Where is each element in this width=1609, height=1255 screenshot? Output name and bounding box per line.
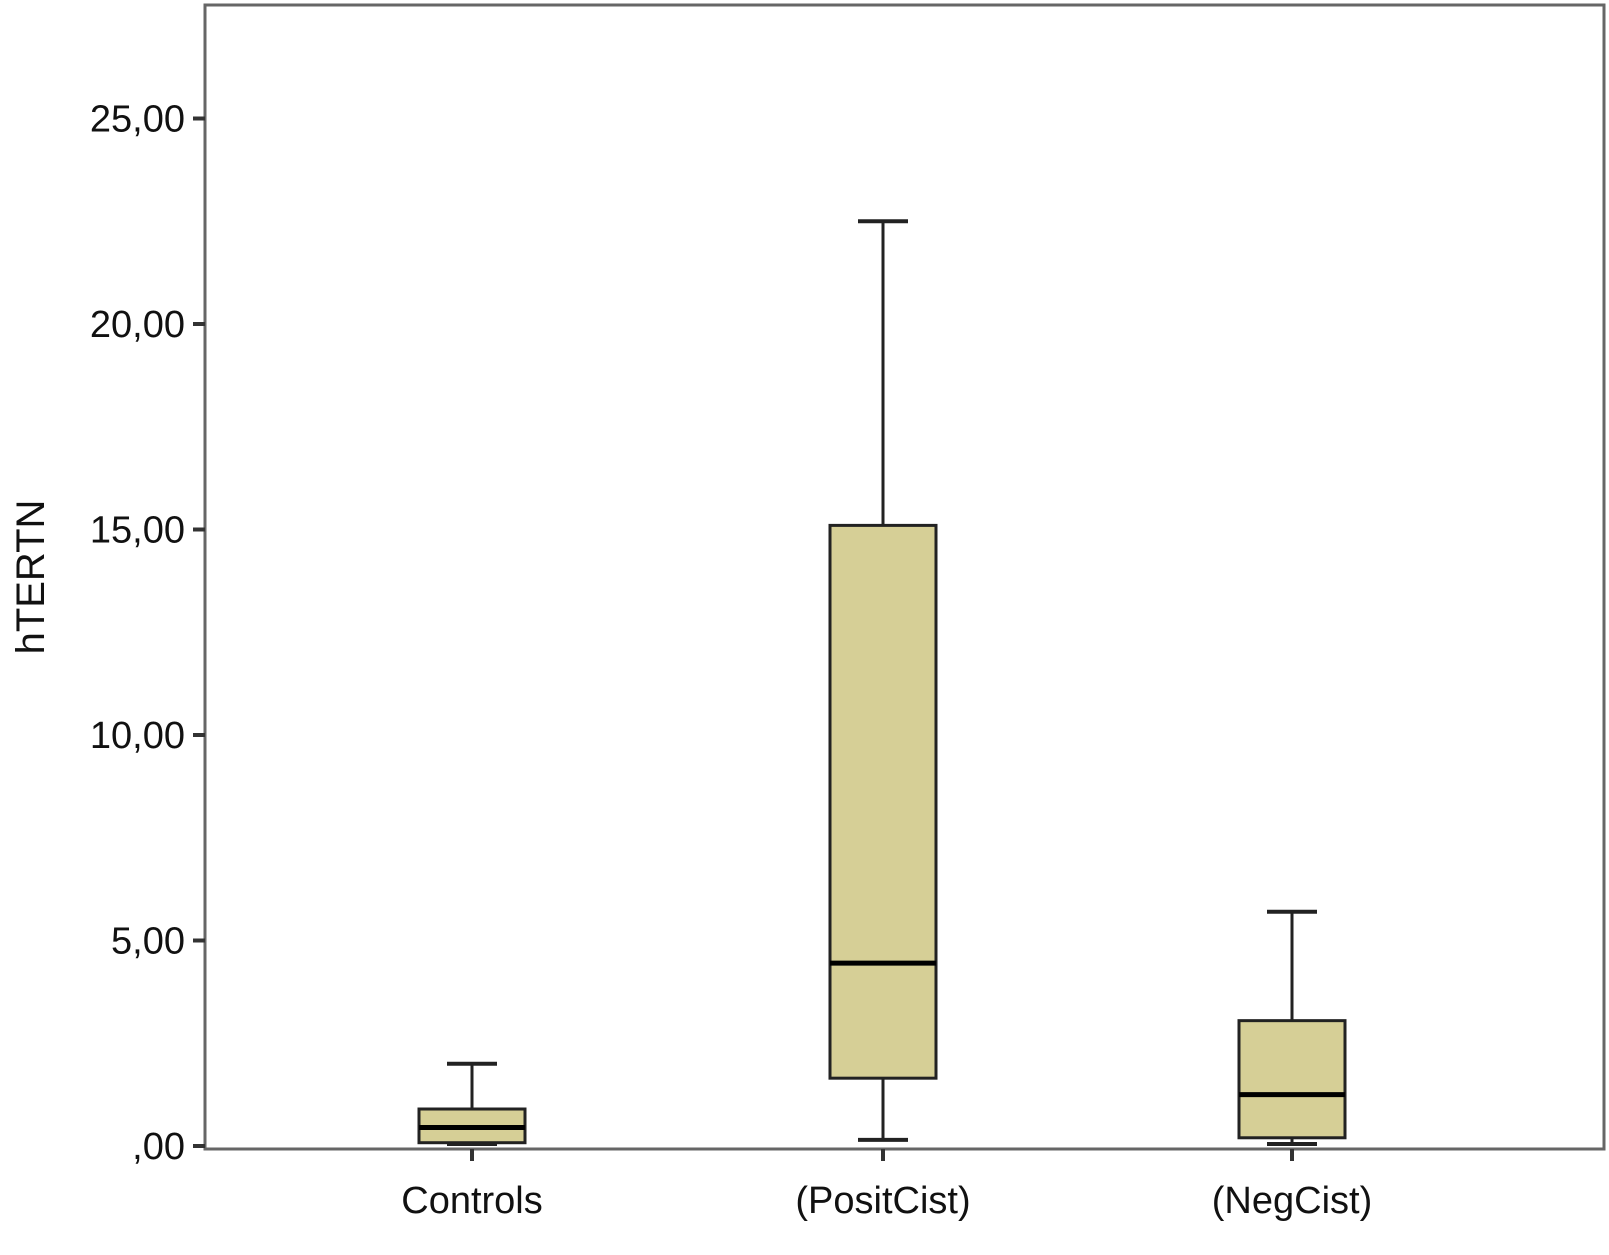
box-2 xyxy=(1237,909,1347,1146)
box-series xyxy=(417,219,1347,1146)
y-tick-label: ,00 xyxy=(132,1126,185,1168)
box-iqr xyxy=(828,523,938,1080)
box-0 xyxy=(417,1061,527,1146)
y-tick-label: 15,00 xyxy=(90,510,185,552)
box-iqr xyxy=(1237,1019,1347,1140)
y-axis-title: hTERTN xyxy=(9,500,53,655)
x-category-label: (NegCist) xyxy=(1212,1180,1372,1222)
y-tick-label: 25,00 xyxy=(90,99,185,141)
plot-frame xyxy=(203,3,1606,1151)
y-tick-label: 5,00 xyxy=(111,921,185,963)
y-tick-label: 10,00 xyxy=(90,715,185,757)
y-axis: ,00 5,00 10,00 15,00 20,00 25,00 xyxy=(90,99,205,1168)
x-category-label: Controls xyxy=(401,1180,543,1222)
y-tick-label: 20,00 xyxy=(90,304,185,346)
box-1 xyxy=(828,219,938,1142)
x-axis: Controls (PositCist) (NegCist) xyxy=(401,1149,1372,1222)
x-category-label: (PositCist) xyxy=(795,1180,970,1222)
